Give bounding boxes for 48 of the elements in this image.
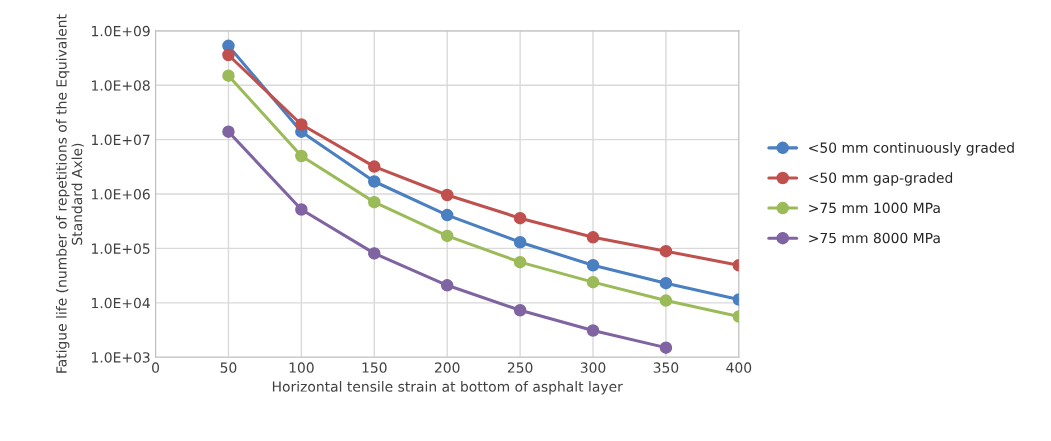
y-tick-label: 1.0E+09 — [92, 25, 150, 37]
y-axis-title: Fatigue life (number of repetitions of the Equivalent Standard Axle) — [55, 14, 84, 373]
y-tick-label: 1.0E+03 — [92, 352, 150, 363]
point — [222, 48, 235, 62]
y-tick-label: 1.0E+08 — [92, 80, 150, 91]
x-tick-label: 100 — [289, 362, 314, 373]
point — [222, 125, 235, 138]
x-tick-label: 250 — [507, 362, 533, 373]
legend-label: >75 mm 8000 MPa — [809, 232, 940, 244]
y-tick-label: 1.0E+04 — [92, 297, 150, 309]
point — [295, 203, 308, 216]
x-tick-label: 300 — [580, 362, 606, 373]
point — [659, 244, 673, 258]
x-tick-label: 150 — [362, 362, 387, 373]
x-tick-label: 0 — [152, 362, 160, 373]
point — [659, 294, 673, 307]
point — [513, 235, 527, 249]
point — [659, 341, 673, 354]
point — [513, 255, 527, 269]
point — [586, 324, 600, 337]
y-tick-label: 1.0E+06 — [92, 189, 150, 200]
point — [368, 160, 381, 173]
x-tick-label: 50 — [220, 362, 237, 373]
point — [440, 208, 454, 222]
point — [295, 118, 308, 131]
point — [368, 247, 381, 260]
point — [222, 69, 235, 82]
point — [440, 188, 454, 202]
point — [586, 259, 600, 272]
point — [586, 275, 600, 289]
x-tick-label: 400 — [726, 362, 752, 373]
x-tick-label: 200 — [434, 362, 460, 373]
point — [368, 195, 381, 209]
point — [440, 229, 454, 243]
point — [368, 175, 381, 188]
legend-label: <50 mm gap-graded — [809, 172, 953, 186]
point — [295, 149, 308, 163]
y-tick-label: 1.0E+07 — [92, 134, 150, 146]
point — [586, 231, 600, 244]
point — [513, 211, 527, 225]
y-tick-label: 1.0E+05 — [92, 243, 150, 254]
legend-label: >75 mm 1000 MPa — [809, 202, 940, 214]
x-tick-label: 350 — [653, 362, 679, 373]
point — [513, 304, 527, 317]
legend-label: <50 mm continuously graded — [809, 142, 1014, 156]
point — [659, 276, 673, 290]
point — [440, 279, 454, 292]
x-axis-title: Horizontal tensile strain at bottom of asphalt layer — [272, 381, 623, 395]
